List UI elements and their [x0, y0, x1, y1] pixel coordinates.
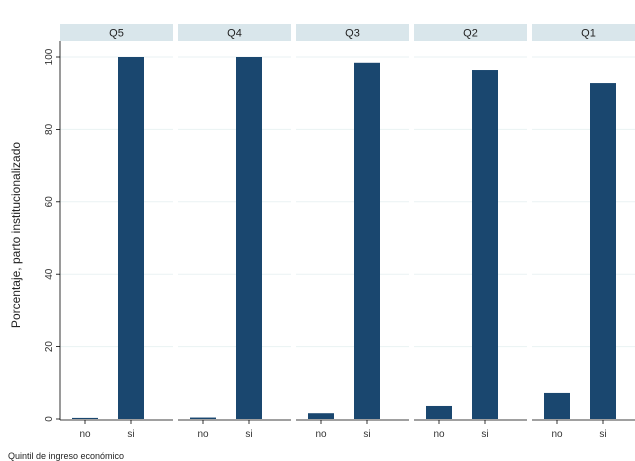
y-axis: 0 20 40 60 80 100 [44, 41, 61, 422]
bar [190, 417, 216, 419]
facet-header-label: Q5 [109, 28, 124, 40]
facet-header [296, 24, 409, 41]
x-tick-label: si [481, 429, 488, 440]
x-tick-label: no [551, 429, 563, 440]
bar [72, 417, 98, 419]
facet-panel-q3: Q3 no si [296, 24, 409, 440]
plot-area [178, 41, 291, 420]
x-tick-label: si [599, 429, 606, 440]
facet-header [178, 24, 291, 41]
facet-header-label: Q1 [581, 28, 596, 40]
facet-header-label: Q2 [463, 28, 478, 40]
y-axis-title: Porcentaje, parto institucionalizado [9, 142, 23, 328]
bar [472, 70, 498, 420]
x-tick-label: no [197, 429, 209, 440]
plot-area [296, 41, 409, 420]
x-tick-label: si [245, 429, 252, 440]
plot-area [414, 41, 527, 420]
x-tick-label: si [127, 429, 134, 440]
bar [426, 405, 452, 419]
bar [236, 57, 262, 419]
bar [308, 413, 334, 419]
x-tick-label: si [363, 429, 370, 440]
bar [118, 57, 144, 419]
y-tick-label: 0 [44, 416, 55, 422]
facet-panel-q4: Q4 no si [178, 24, 291, 440]
facet-panels: Q5 no si Q4 no si Q3 no si Q2 no si Q1 no si [60, 24, 635, 440]
x-tick-label: no [315, 429, 327, 440]
y-tick-label: 100 [44, 48, 55, 65]
y-tick-label: 80 [44, 123, 55, 135]
bar [590, 83, 616, 420]
y-tick-label: 40 [44, 268, 55, 280]
facet-header-label: Q4 [227, 28, 242, 40]
y-tick-label: 20 [44, 341, 55, 353]
facet-header [414, 24, 527, 41]
facet-header [532, 24, 635, 41]
facet-header [60, 24, 173, 41]
facet-panel-q5: Q5 no si [60, 24, 173, 440]
bar [354, 62, 380, 420]
x-tick-label: no [433, 429, 445, 440]
facet-header-label: Q3 [345, 28, 360, 40]
y-tick-label: 60 [44, 196, 55, 208]
facet-panel-q1: Q1 no si [532, 24, 635, 440]
x-tick-label: no [79, 429, 91, 440]
facet-variable-note: Quintil de ingreso económico [8, 451, 124, 461]
facet-panel-q2: Q2 no si [414, 24, 527, 440]
plot-area [532, 41, 635, 420]
bar [544, 392, 570, 419]
plot-area [60, 41, 173, 420]
